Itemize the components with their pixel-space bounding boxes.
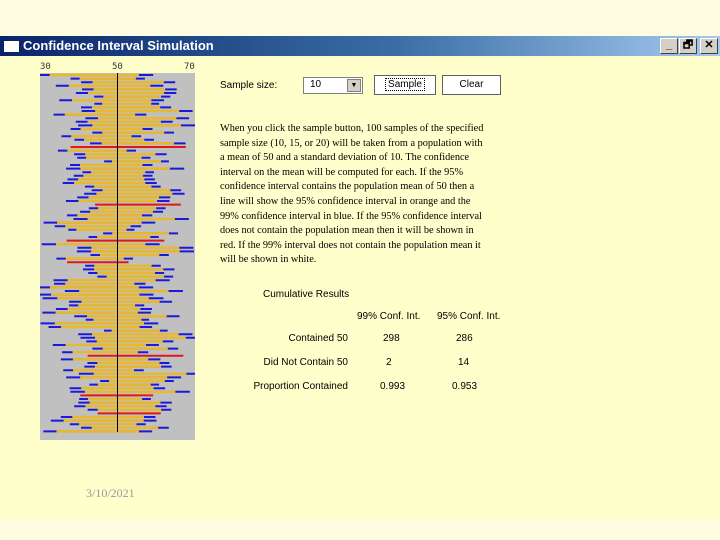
interval-plot-svg [35,73,202,433]
chevron-down-icon[interactable]: ▼ [347,79,361,92]
header-99: 99% Conf. Int. [357,311,421,322]
value-95-proportion: 0.953 [452,381,478,392]
clear-button-label: Clear [459,79,484,90]
value-95-contained: 286 [456,333,473,344]
value-99-contained: 298 [383,333,400,344]
sample-button[interactable]: Sample [374,75,436,95]
results-title: Cumulative Results [263,289,350,300]
instructions-text: When you click the sample button, 100 sa… [220,123,484,266]
sample-size-select[interactable]: 10 ▼ [303,77,363,94]
sample-size-value: 10 [310,79,322,90]
axis-tick-30: 30 [40,62,51,72]
window-title: Confidence Interval Simulation [23,38,214,53]
slide-date: 3/10/2021 [86,486,135,500]
sample-size-label: Sample size: [220,80,278,91]
row-label-proportion: Proportion Contained [253,381,348,392]
sample-button-label: Sample [385,78,425,91]
restore-button[interactable]: 🗗 [679,38,697,54]
minimize-button[interactable]: _ [660,38,678,54]
row-label-not-contained: Did Not Contain 50 [263,357,349,368]
axis-tick-70: 70 [184,62,195,72]
app-icon [3,40,20,53]
interval-plot [35,73,202,440]
close-button[interactable]: ✕ [700,38,718,54]
value-99-proportion: 0.993 [380,381,406,392]
axis-tick-50: 50 [112,62,123,72]
value-99-not-contained: 2 [386,357,392,368]
row-label-contained: Contained 50 [288,333,349,344]
window-titlebar[interactable]: Confidence Interval Simulation _ 🗗 ✕ [0,36,720,56]
value-95-not-contained: 14 [458,357,470,368]
clear-button[interactable]: Clear [442,75,501,95]
header-95: 95% Conf. Int. [437,311,501,322]
